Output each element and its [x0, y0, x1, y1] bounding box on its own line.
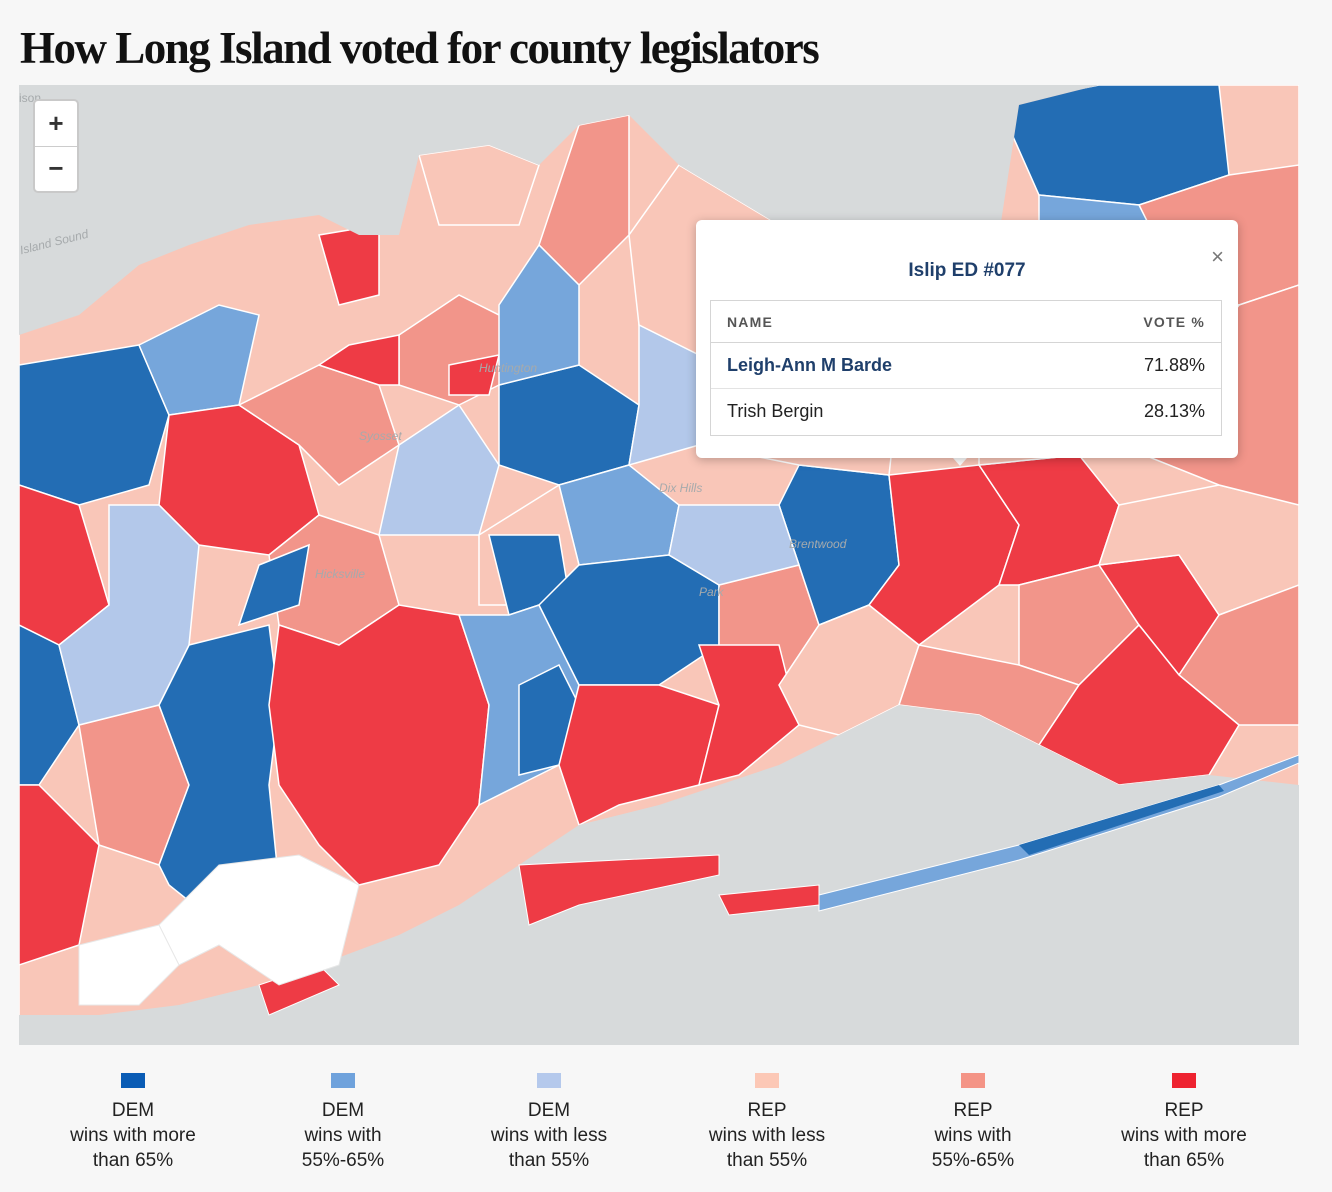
beach-dem-strong[interactable] — [1019, 785, 1224, 855]
legend-party: DEM — [527, 1100, 571, 1121]
legend-text: than 65% — [92, 1150, 174, 1171]
zoom-in-button[interactable]: + — [35, 101, 77, 147]
bg-label-place-1: Syosset — [359, 429, 402, 443]
legend-swatch — [331, 1073, 355, 1088]
legend-text: wins with less — [490, 1125, 608, 1146]
popup-title: Islip ED #077 — [908, 260, 1026, 281]
legend-party: REP — [1164, 1100, 1204, 1121]
legend-swatch — [121, 1073, 145, 1088]
legend-dem-strong: DEM wins with more than 65% — [33, 1073, 233, 1173]
legend-swatch — [961, 1073, 985, 1088]
legend-text: wins with — [934, 1125, 1012, 1146]
candidate-vote: 71.88% — [1143, 355, 1205, 375]
page-title: How Long Island voted for county legisla… — [20, 23, 820, 73]
candidate-name: Trish Bergin — [727, 401, 824, 421]
bg-label-place-3: Brentwood — [789, 537, 847, 551]
zoom-control: + − — [33, 99, 79, 193]
legend-swatch — [537, 1073, 561, 1088]
legend-swatch — [1172, 1073, 1196, 1088]
legend-dem-weak: DEM wins with less than 55% — [449, 1073, 649, 1173]
legend-dem-mid: DEM wins with 55%-65% — [243, 1073, 443, 1173]
bg-label-place-5: Park — [699, 585, 724, 599]
district-popup: × Islip ED #077 NAME VOTE % Leigh-Ann M … — [696, 220, 1238, 458]
candidate-vote: 28.13% — [1143, 401, 1205, 421]
legend-text: than 55% — [726, 1150, 808, 1171]
choropleth-map[interactable]: ison Island Sound Huntington Syosset Dix… — [19, 85, 1299, 1045]
legend-text: than 55% — [508, 1150, 590, 1171]
legend-text: wins with — [304, 1125, 382, 1146]
legend-text: than 65% — [1143, 1150, 1225, 1171]
beach-rep[interactable] — [518, 854, 720, 926]
table-header: NAME VOTE % — [711, 301, 1221, 343]
legend-rep-strong: REP wins with more than 65% — [1084, 1073, 1284, 1173]
column-name-header: NAME — [727, 313, 774, 330]
no-data-area-west — [78, 924, 180, 1006]
table-row: Leigh-Ann M Barde 71.88% — [711, 343, 1221, 389]
bg-label-place-0: Huntington — [479, 361, 538, 375]
legend-party: DEM — [321, 1100, 365, 1121]
legend-text: wins with more — [70, 1125, 196, 1146]
table-row: Trish Bergin 28.13% — [711, 389, 1221, 434]
legend-rep-mid: REP wins with 55%-65% — [873, 1073, 1073, 1173]
legend-party: REP — [747, 1100, 787, 1121]
legend-text: wins with less — [708, 1125, 826, 1146]
close-icon[interactable]: × — [1211, 244, 1224, 269]
column-vote-header: VOTE % — [1143, 313, 1205, 330]
legend-rep-weak: REP wins with less than 55% — [667, 1073, 867, 1173]
legend-swatch — [755, 1073, 779, 1088]
candidate-name: Leigh-Ann M Barde — [727, 355, 892, 375]
legend-text: 55%-65% — [931, 1150, 1015, 1171]
legend-text: 55%-65% — [301, 1150, 385, 1171]
zoom-out-button[interactable]: − — [48, 153, 64, 183]
bg-label-place-2: Dix Hills — [659, 481, 703, 495]
bg-label-place-4: Hicksville — [315, 567, 366, 581]
legend-party: REP — [953, 1100, 993, 1121]
legend-text: wins with more — [1121, 1125, 1247, 1146]
legend-party: DEM — [111, 1100, 155, 1121]
results-table: NAME VOTE % Leigh-Ann M Barde 71.88% Tri… — [710, 300, 1222, 436]
